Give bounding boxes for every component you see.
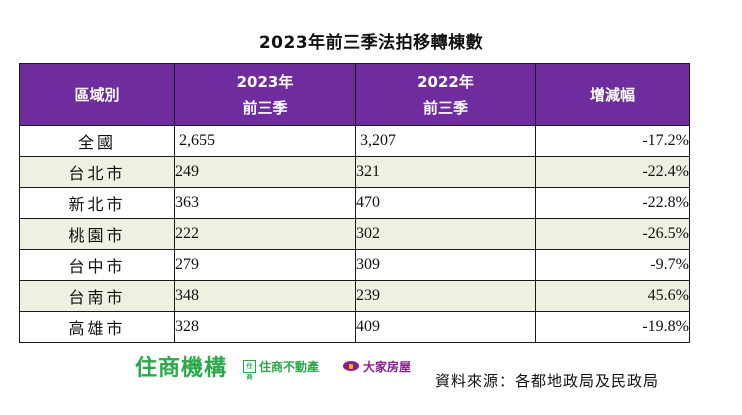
table-row: 全國 2,655 3,207 -17.2% <box>19 125 690 157</box>
cell-2023: 2,655 <box>174 125 356 157</box>
header-2023-period: 前三季 <box>242 98 288 117</box>
cell-2022: 309 <box>355 249 536 281</box>
header-2023-year: 2023年 <box>236 72 294 91</box>
cell-2022: 470 <box>355 187 536 219</box>
table-row: 台南市 348 239 45.6% <box>19 280 690 312</box>
source-note: 資料來源：各都地政局及民政局 <box>435 372 660 390</box>
cell-region: 台中市 <box>19 249 175 281</box>
cell-region: 新北市 <box>19 187 175 219</box>
cell-2022: 302 <box>355 218 536 250</box>
header-2022-year: 2022年 <box>417 72 474 91</box>
header-change-label: 增減幅 <box>589 85 635 104</box>
cell-change: -22.4% <box>535 156 690 188</box>
header-2023: 2023年前三季 <box>174 63 356 126</box>
logo-tertiary-label: 大家房屋 <box>363 359 412 374</box>
cell-2023: 328 <box>174 311 356 343</box>
house-mark-icon <box>343 361 360 371</box>
header-2022: 2022年前三季 <box>355 63 536 126</box>
header-region: 區域別 <box>19 63 175 126</box>
house-badge-icon: 住商 <box>243 359 257 381</box>
cell-change: -17.2% <box>535 125 690 157</box>
header-change: 增減幅 <box>535 63 690 126</box>
table-row: 新北市 363 470 -22.8% <box>19 187 690 219</box>
cell-2022: 321 <box>355 156 536 188</box>
footer-logos: 住商機構 住商 住商不動產 大家房屋 <box>135 350 411 382</box>
logo-main: 住商機構 <box>135 356 228 381</box>
cell-region: 全國 <box>19 125 175 157</box>
cell-2022: 409 <box>355 311 536 343</box>
cell-2022: 3,207 <box>355 125 536 157</box>
cell-region: 台北市 <box>19 156 175 188</box>
logo-secondary-label: 住商不動產 <box>259 359 320 374</box>
cell-change: -19.8% <box>535 311 690 343</box>
cell-2023: 222 <box>174 218 356 250</box>
table-row: 高雄市 328 409 -19.8% <box>19 311 690 343</box>
cell-region: 桃園市 <box>19 218 175 250</box>
logo-secondary: 住商 住商不動產 <box>243 358 320 381</box>
table-row: 台中市 279 309 -9.7% <box>19 249 690 281</box>
logo-tertiary: 大家房屋 <box>343 358 411 375</box>
cell-change: -22.8% <box>535 187 690 219</box>
cell-2023: 249 <box>174 156 356 188</box>
header-region-label: 區域別 <box>74 85 120 104</box>
cell-change: 45.6% <box>535 280 690 312</box>
cell-2022: 239 <box>355 280 536 312</box>
page-title: 2023年前三季法拍移轉棟數 <box>258 33 484 53</box>
cell-region: 台南市 <box>19 280 175 312</box>
cell-region: 高雄市 <box>19 311 175 343</box>
foreclosure-transfer-table: 區域別 2023年前三季 2022年前三季 增減幅 全國 2,655 3,207… <box>19 63 690 343</box>
header-2022-period: 前三季 <box>422 98 468 117</box>
cell-change: -26.5% <box>535 218 690 250</box>
cell-2023: 279 <box>174 249 356 281</box>
table-row: 桃園市 222 302 -26.5% <box>19 218 690 250</box>
table-row: 台北市 249 321 -22.4% <box>19 156 690 188</box>
table-header-row: 區域別 2023年前三季 2022年前三季 增減幅 <box>19 63 690 126</box>
cell-change: -9.7% <box>535 249 690 281</box>
cell-2023: 363 <box>174 187 356 219</box>
cell-2023: 348 <box>174 280 356 312</box>
